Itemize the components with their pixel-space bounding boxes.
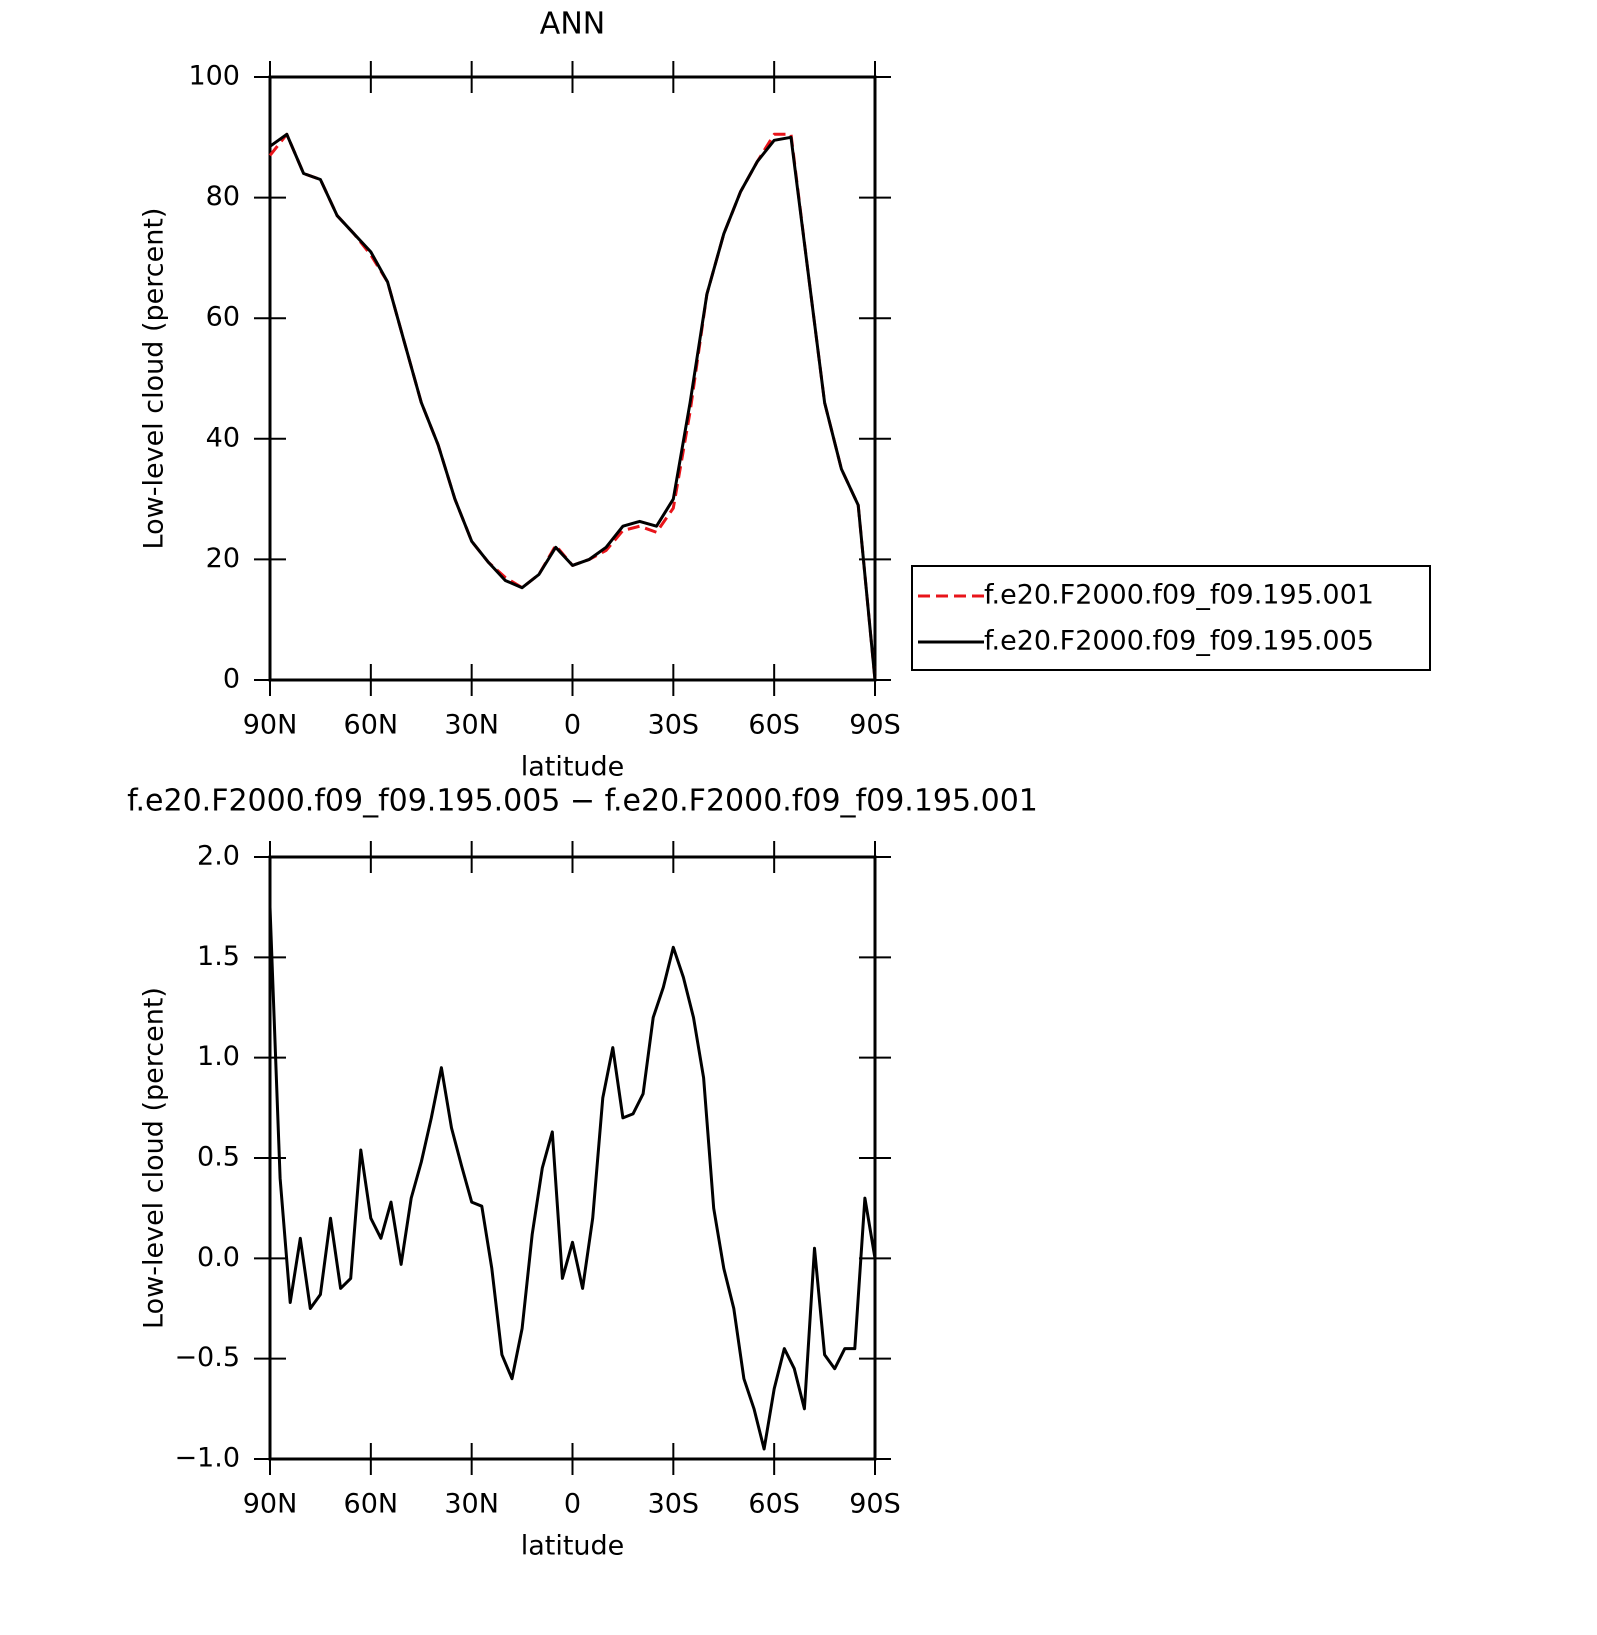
y-tick-label: −0.5	[174, 1342, 240, 1373]
legend-label: f.e20.F2000.f09_f09.195.005	[984, 626, 1374, 657]
x-tick-label: 90S	[849, 1489, 901, 1520]
x-tick-label: 60N	[344, 1489, 399, 1520]
y-tick-label: 80	[206, 181, 240, 212]
y-tick-label: 60	[206, 302, 240, 333]
y-axis-label: Low-level cloud (percent)	[139, 208, 170, 550]
x-tick-label: 90N	[243, 710, 298, 741]
x-tick-label: 0	[564, 1489, 581, 1520]
y-tick-label: 1.0	[197, 1041, 240, 1072]
x-tick-label: 30S	[648, 710, 700, 741]
legend-box	[911, 565, 1431, 671]
x-tick-label: 60S	[748, 710, 800, 741]
data-line	[269, 132, 877, 681]
chart-title: ANN	[540, 7, 605, 42]
x-tick-label: 30N	[444, 710, 499, 741]
y-axis-label: Low-level cloud (percent)	[139, 987, 170, 1329]
x-tick-label: 60N	[344, 710, 399, 741]
y-tick-label: 100	[188, 61, 240, 92]
y-tick-label: 0.0	[197, 1242, 240, 1273]
x-axis-label: latitude	[521, 752, 625, 783]
plot-frame	[268, 75, 877, 682]
data-line	[268, 907, 877, 1451]
chart-title: f.e20.F2000.f09_f09.195.005 − f.e20.F200…	[127, 784, 1038, 819]
y-tick-label: 20	[206, 543, 240, 574]
y-tick-label: 1.5	[197, 941, 240, 972]
x-tick-label: 60S	[748, 1489, 800, 1520]
legend-label: f.e20.F2000.f09_f09.195.001	[984, 580, 1374, 611]
x-tick-label: 30N	[444, 1489, 499, 1520]
y-tick-label: 0	[223, 664, 240, 695]
y-tick-label: 40	[206, 422, 240, 453]
x-tick-label: 0	[564, 710, 581, 741]
x-tick-label: 90N	[243, 1489, 298, 1520]
x-tick-label: 30S	[648, 1489, 700, 1520]
x-tick-label: 90S	[849, 710, 901, 741]
data-line	[268, 132, 877, 681]
y-tick-label: 0.5	[197, 1142, 240, 1173]
y-tick-label: −1.0	[174, 1443, 240, 1474]
plot-frame	[268, 855, 877, 1461]
y-tick-label: 2.0	[197, 841, 240, 872]
x-axis-label: latitude	[521, 1531, 625, 1562]
